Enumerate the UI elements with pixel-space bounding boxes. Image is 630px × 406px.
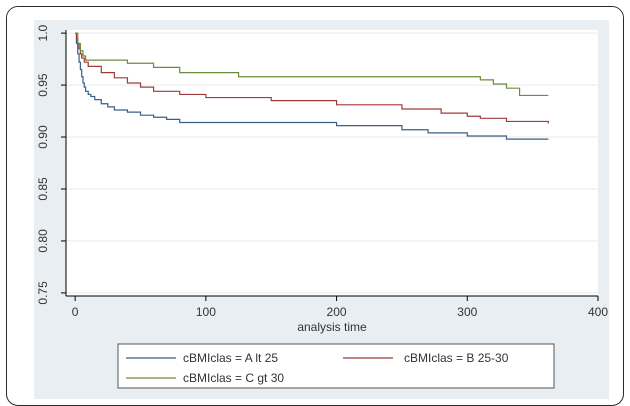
x-tick-label: 100 bbox=[196, 305, 216, 319]
y-tick-labels: 1.0 0.95 0.90 0.85 0.80 0.75 bbox=[36, 24, 50, 304]
y-tick-label: 0.90 bbox=[36, 125, 50, 149]
plot-area bbox=[66, 30, 598, 296]
x-tick-label: 400 bbox=[588, 305, 608, 319]
legend: cBMIclas = A lt 25 cBMIclas = B 25-30 cB… bbox=[117, 343, 555, 389]
legend-box bbox=[117, 343, 555, 389]
y-tick-label: 0.80 bbox=[36, 229, 50, 253]
x-axis-title: analysis time bbox=[297, 320, 367, 334]
series-line-c-gt-30 bbox=[75, 32, 549, 97]
y-tick-label: 0.75 bbox=[36, 281, 50, 305]
y-tick-label: 0.85 bbox=[36, 177, 50, 201]
y-tick-label: 1.0 bbox=[36, 24, 50, 41]
series-lines bbox=[75, 32, 549, 140]
x-tick-label: 300 bbox=[457, 305, 477, 319]
series-line-a-lt-25 bbox=[75, 32, 549, 140]
x-tick-labels: 0 100 200 300 400 bbox=[72, 305, 609, 319]
x-tick-label: 200 bbox=[327, 305, 347, 319]
legend-label-a-lt-25: cBMIclas = A lt 25 bbox=[183, 351, 278, 365]
x-tick-label: 0 bbox=[72, 305, 79, 319]
y-tick-label: 0.95 bbox=[36, 73, 50, 97]
legend-label-b-25-30: cBMIclas = B 25-30 bbox=[404, 351, 509, 365]
tick-marks bbox=[61, 32, 599, 301]
axes bbox=[65, 30, 598, 297]
grid-lines bbox=[66, 32, 598, 294]
legend-label-c-gt-30: cBMIclas = C gt 30 bbox=[183, 371, 284, 385]
